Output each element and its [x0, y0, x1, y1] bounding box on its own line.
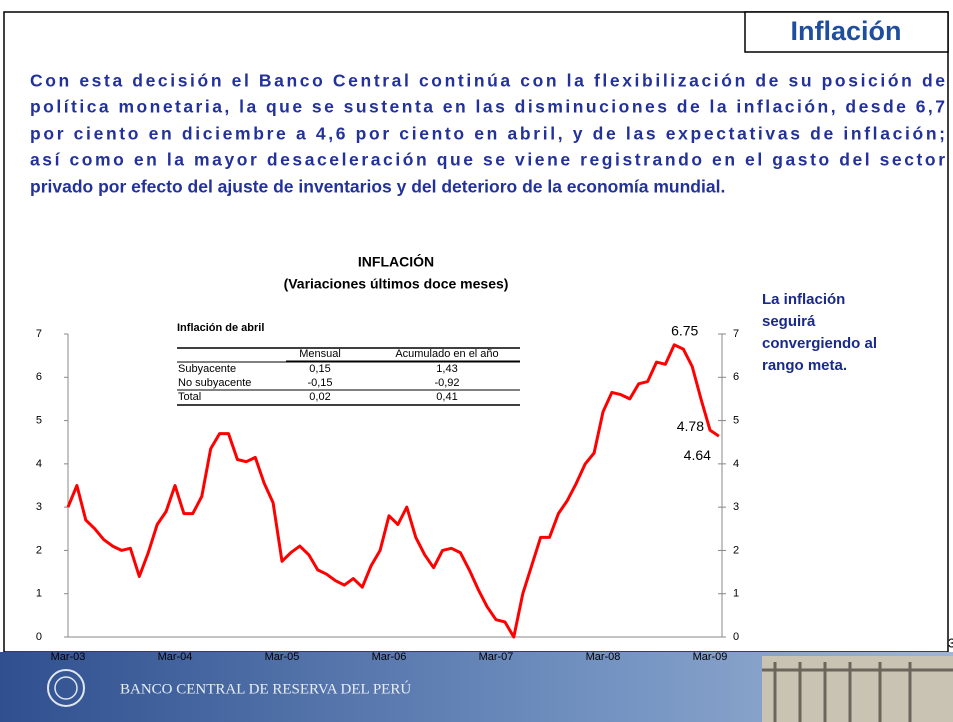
y-tick-label: 5: [36, 414, 42, 426]
table-title: Inflación de abril: [177, 322, 264, 334]
y-tick-label: 7: [36, 328, 42, 340]
paragraph-line: así como en la mayor desaceleración que …: [30, 150, 945, 170]
paragraph-line: por ciento en diciembre a 4,6 por ciento…: [30, 124, 945, 144]
logo: [47, 669, 85, 707]
y-tick-label: 1: [36, 588, 42, 600]
x-tick-label: Mar-07: [479, 651, 514, 663]
side-note: convergiendo al: [762, 335, 877, 352]
data-label: 6.75: [671, 323, 698, 339]
table-cell: -0,15: [307, 377, 332, 389]
slide-title: Inflación: [790, 16, 901, 46]
y2-tick-label: 3: [733, 501, 739, 513]
table-header: Acumulado en el año: [395, 348, 498, 360]
paragraph-line: Con esta decisión el Banco Central conti…: [30, 71, 945, 91]
chart-subtitle: (Variaciones últimos doce meses): [284, 276, 509, 292]
y-tick-label: 2: [36, 544, 42, 556]
y-tick-label: 0: [36, 631, 42, 643]
x-tick-label: Mar-03: [51, 651, 86, 663]
inflation-line: [66, 343, 720, 639]
table-cell: Subyacente: [178, 363, 236, 375]
y2-tick-label: 0: [733, 631, 739, 643]
x-tick-label: Mar-05: [265, 651, 300, 663]
logo: [54, 676, 78, 700]
y2-tick-label: 1: [733, 588, 739, 600]
paragraph: Con esta decisión el Banco Central conti…: [30, 71, 945, 197]
page-number: 3: [948, 635, 953, 650]
y2-tick-label: 5: [733, 414, 739, 426]
table-header: Mensual: [299, 348, 341, 360]
title-box: [744, 11, 949, 53]
data-label: 4.64: [684, 447, 711, 463]
x-tick-label: Mar-06: [372, 651, 407, 663]
x-tick-label: Mar-09: [693, 651, 728, 663]
table-cell: 1,43: [436, 363, 457, 375]
paragraph-line: privado por efecto del ajuste de inventa…: [30, 177, 725, 197]
table-cell: Total: [178, 391, 201, 403]
y-tick-label: 3: [36, 501, 42, 513]
table-cell: 0,15: [309, 363, 330, 375]
y2-tick-label: 2: [733, 544, 739, 556]
y-tick-label: 4: [36, 458, 42, 470]
y2-tick-label: 4: [733, 458, 739, 470]
side-note: seguirá: [762, 313, 816, 330]
table-cell: No subyacente: [178, 377, 251, 389]
y2-tick-label: 6: [733, 371, 739, 383]
footer-text: BANCO CENTRAL DE RESERVA DEL PERÚ: [120, 680, 411, 697]
y-tick-label: 6: [36, 371, 42, 383]
y2-tick-label: 7: [733, 328, 739, 340]
chart-title: INFLACIÓN: [358, 253, 434, 270]
table-cell: 0,02: [309, 391, 330, 403]
data-label: 4.78: [677, 418, 704, 434]
side-note: La inflación: [762, 291, 845, 308]
table-cell: 0,41: [436, 391, 457, 403]
x-tick-label: Mar-08: [586, 651, 621, 663]
inset-table: Inflación de abril Mensual Acumulado en …: [177, 322, 520, 406]
table-cell: -0,92: [434, 377, 459, 389]
footer-photo: [762, 656, 953, 722]
side-note: rango meta.: [762, 357, 847, 374]
paragraph-line: política monetaria, la que se sustenta e…: [30, 97, 945, 117]
x-tick-label: Mar-04: [158, 651, 193, 663]
footer-photo-detail: [762, 662, 953, 722]
plot: 0 1 2 3 4 5 6 7 0 1 2 3 4 5 6 7 Mar-03 Mar-04 Mar-05 Mar-06…: [36, 323, 739, 663]
